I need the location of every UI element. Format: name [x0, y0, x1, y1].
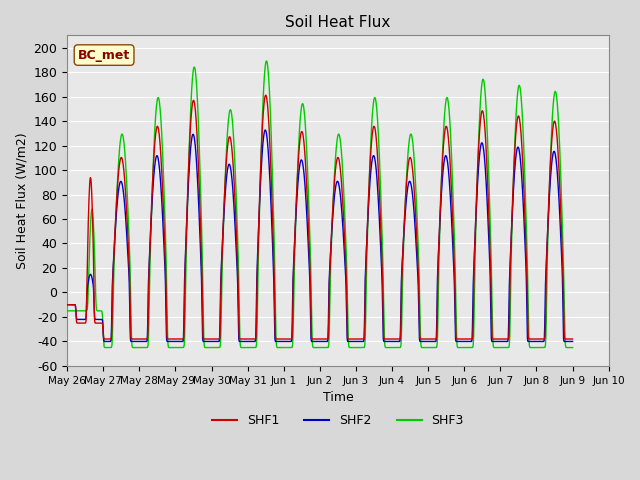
- Title: Soil Heat Flux: Soil Heat Flux: [285, 15, 390, 30]
- Y-axis label: Soil Heat Flux (W/m2): Soil Heat Flux (W/m2): [15, 132, 28, 269]
- Text: BC_met: BC_met: [78, 48, 130, 61]
- X-axis label: Time: Time: [323, 391, 353, 404]
- Legend: SHF1, SHF2, SHF3: SHF1, SHF2, SHF3: [207, 409, 469, 432]
